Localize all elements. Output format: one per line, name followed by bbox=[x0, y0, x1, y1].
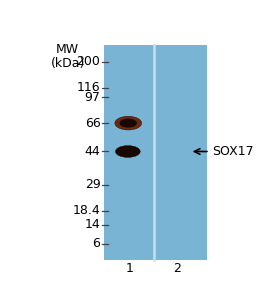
Text: MW
(kDa): MW (kDa) bbox=[50, 43, 85, 70]
Text: 97: 97 bbox=[84, 91, 100, 104]
Text: 44: 44 bbox=[85, 145, 100, 158]
Text: 14: 14 bbox=[85, 218, 100, 231]
Text: 2: 2 bbox=[173, 262, 181, 274]
Text: 29: 29 bbox=[85, 178, 100, 191]
Text: 66: 66 bbox=[85, 117, 100, 130]
Bar bbox=[104, 45, 207, 260]
Ellipse shape bbox=[120, 119, 137, 128]
Ellipse shape bbox=[115, 146, 140, 157]
Text: 6: 6 bbox=[93, 237, 100, 250]
Text: 200: 200 bbox=[77, 55, 100, 68]
Text: 116: 116 bbox=[77, 81, 100, 94]
Text: 1: 1 bbox=[125, 262, 133, 274]
Text: SOX17: SOX17 bbox=[194, 145, 254, 158]
Text: 18.4: 18.4 bbox=[73, 204, 100, 217]
Ellipse shape bbox=[115, 116, 142, 130]
